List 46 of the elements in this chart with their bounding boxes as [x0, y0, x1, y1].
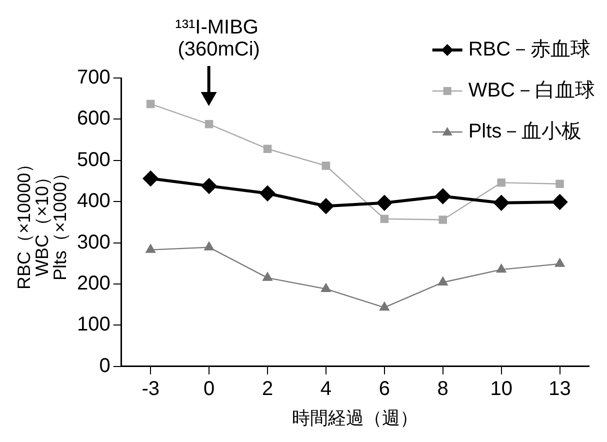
point: [496, 264, 506, 273]
point: [202, 178, 217, 194]
point: [494, 195, 509, 210]
point: [556, 180, 564, 188]
point: [438, 276, 448, 286]
point: [552, 194, 568, 210]
y-tick-label: 200: [76, 272, 110, 295]
legend-label: Plts－血小板: [468, 120, 582, 143]
x-tick-label: 0: [203, 378, 215, 400]
x-tick-label: 13: [548, 378, 571, 400]
point: [435, 188, 450, 204]
x-tick-label: 10: [490, 378, 512, 400]
point: [380, 214, 389, 224]
point: [260, 186, 276, 201]
point: [322, 162, 330, 170]
x-tick-label: 4: [320, 378, 332, 400]
legend-label: WBC－白血球: [468, 80, 596, 102]
x-tick-label: 2: [262, 378, 274, 400]
point: [318, 198, 334, 214]
y-axis-title: RBC（×10000） WBC（×10） Plts（×1000）: [14, 154, 70, 290]
point: [204, 120, 214, 128]
point: [146, 100, 155, 108]
point: [379, 302, 390, 311]
x-tick-label: 6: [378, 378, 390, 400]
legend-label: RBC－赤血球: [468, 38, 591, 61]
point: [262, 272, 272, 281]
point: [554, 258, 565, 267]
text: ¹³¹I-MIBG (360mCi): [175, 16, 260, 61]
y-tick-label: 500: [76, 148, 110, 171]
y-tick-label: 300: [76, 231, 110, 254]
x-tick-label: -3: [142, 378, 160, 400]
point: [497, 178, 506, 187]
y-tick-label: 700: [76, 66, 110, 89]
y-tick-label: 400: [76, 190, 110, 212]
point: [263, 144, 272, 153]
point: [376, 195, 392, 210]
y-tick-label: 100: [76, 314, 110, 336]
x-axis-title: 時間経過（週）: [292, 408, 418, 428]
point: [438, 216, 447, 224]
point: [204, 242, 214, 250]
point: [146, 244, 156, 253]
point: [321, 283, 331, 292]
y-tick-label: 600: [76, 108, 110, 130]
y-tick-label: 0: [99, 354, 110, 377]
point: [143, 171, 158, 186]
x-tick-label: 8: [437, 378, 448, 400]
